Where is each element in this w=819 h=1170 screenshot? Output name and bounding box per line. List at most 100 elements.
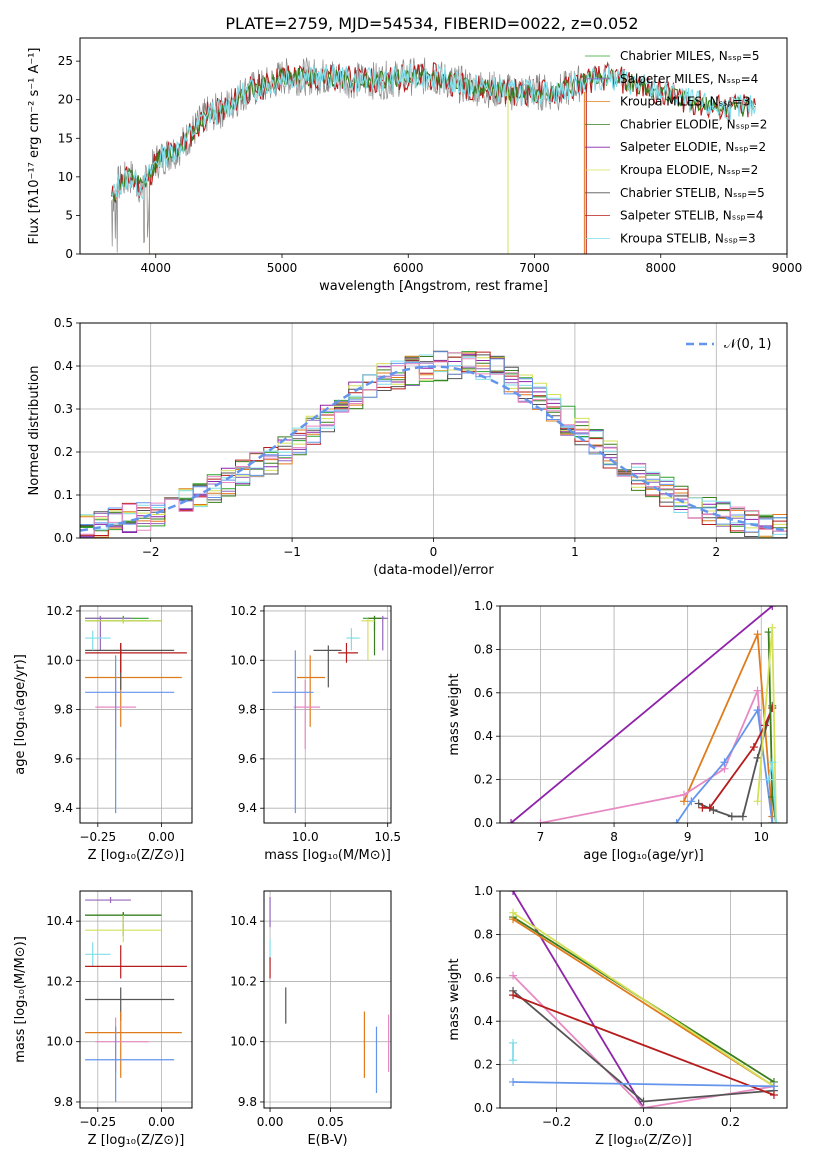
- x-tick-label: 7: [537, 830, 545, 844]
- y-tick-label: 0.2: [474, 773, 493, 787]
- plot-area: [269, 897, 390, 1093]
- panel-age_vs_Z: −0.25 0.00 9.4 9.6 9.8 10.0 10.2 Z [log₁₀(Z/Z⊙)…: [13, 604, 193, 863]
- y-tick-label: 20: [58, 93, 73, 107]
- weight-line: [512, 911, 775, 1088]
- y-tick-label: 9.6: [238, 752, 257, 766]
- weight-marker: [753, 753, 762, 762]
- normal-curve: [80, 365, 787, 532]
- axes-frame: [79, 890, 193, 1109]
- x-tick-label: 10.0: [292, 830, 319, 844]
- legend-label: Salpeter MILES, Nₛₛₚ=4: [620, 72, 758, 86]
- axes-frame: [499, 605, 788, 824]
- plot-area: [507, 606, 780, 823]
- weight-marker: [698, 803, 707, 812]
- weight-marker: [536, 819, 545, 823]
- y-tick-label: 25: [58, 54, 73, 68]
- y-tick-label: 10.2: [46, 604, 73, 618]
- y-tick-label: 0.0: [54, 531, 73, 545]
- y-tick-label: 0.2: [474, 1058, 493, 1072]
- y-tick-label: 10.0: [46, 653, 73, 667]
- weight-marker: [509, 891, 518, 895]
- plot-area: [272, 615, 388, 814]
- error-bar-point: [85, 630, 111, 651]
- weight-marker: [509, 1077, 518, 1086]
- y-tick-label: 9.8: [54, 1095, 73, 1109]
- weight-line: [510, 606, 773, 823]
- y-axis-label: mass [log₁₀(M/M⊙)]: [13, 936, 28, 1063]
- error-bar-point: [85, 945, 187, 979]
- y-tick-label: 9.4: [54, 801, 73, 815]
- y-tick-label: 0.4: [54, 359, 73, 373]
- weight-line: [512, 994, 775, 1096]
- legend-label: 𝒩(0, 1): [724, 337, 771, 352]
- y-tick-label: 0.2: [54, 445, 73, 459]
- y-tick-label: 0.8: [474, 927, 493, 941]
- y-axis-label: Normed distribution: [27, 366, 42, 496]
- y-tick-label: 0: [65, 247, 73, 261]
- x-tick-label: −0.2: [542, 1115, 571, 1129]
- error-bar-point: [85, 655, 175, 814]
- y-tick-label: 0.4: [474, 1014, 493, 1028]
- plot-area: [85, 615, 187, 814]
- weight-marker: [679, 790, 688, 799]
- panel-age_vs_mass: 10.0 10.5 9.4 9.6 9.8 10.0 10.2 mass [log₁₀(M/M…: [230, 604, 401, 863]
- residual-histogram: [80, 351, 787, 533]
- panel-mass_vs_Z: −0.25 0.00 9.8 10.0 10.2 10.4 Z [log₁₀(Z/Z⊙)] m…: [13, 890, 193, 1148]
- legend-label: Salpeter STELIB, Nₛₛₚ=4: [620, 209, 764, 223]
- weight-marker: [753, 630, 762, 639]
- weight-marker: [769, 1082, 778, 1091]
- weight-marker: [705, 803, 714, 812]
- panel-spectrum: 4000 5000 6000 7000 8000 9000 0 5 10 15 20 25 wavele…: [27, 37, 802, 294]
- y-tick-label: 10.2: [46, 974, 73, 988]
- axes-frame: [79, 37, 788, 255]
- y-tick-label: 10.2: [230, 604, 257, 618]
- residuals-legend: 𝒩(0, 1): [686, 337, 771, 352]
- x-axis-label: wavelength [Angstrom, rest frame]: [319, 279, 548, 294]
- weight-marker: [509, 908, 518, 917]
- error-bar-point: [272, 650, 314, 814]
- x-tick-label: 8: [610, 830, 618, 844]
- weight-marker: [694, 799, 703, 808]
- panel-mass_vs_EBV: 0.00 0.05 9.8 10.0 10.2 10.4 E(B-V): [230, 890, 392, 1148]
- observed-spectrum: [111, 57, 583, 253]
- error-bar-point: [95, 1017, 149, 1072]
- x-tick-label: 0.00: [148, 830, 175, 844]
- error-bar-point: [85, 1011, 182, 1078]
- error-bar-point: [85, 987, 175, 1021]
- legend-label: Chabrier MILES, Nₛₛₚ=5: [620, 49, 760, 63]
- y-tick-label: 0.1: [54, 488, 73, 502]
- plot-area: [80, 350, 787, 538]
- weight-marker: [509, 1038, 518, 1047]
- error-bar-point: [313, 645, 342, 688]
- x-axis-label: Z [log₁₀(Z/Z⊙)]: [88, 1133, 185, 1148]
- weight-marker: [639, 1097, 648, 1106]
- x-tick-label: 5000: [267, 261, 298, 275]
- plot-area: [85, 897, 187, 1102]
- y-axis-label: mass weight: [447, 958, 462, 1040]
- weight-marker: [738, 812, 747, 821]
- weight-marker: [753, 797, 762, 806]
- x-tick-label: 1: [571, 545, 579, 559]
- weight-line: [512, 1081, 775, 1088]
- x-tick-label: 9: [684, 830, 692, 844]
- y-tick-label: 0.0: [474, 1101, 493, 1115]
- y-tick-label: 1.0: [474, 599, 493, 613]
- weight-marker: [720, 758, 729, 767]
- error-bar-point: [367, 615, 382, 656]
- spectrum-legend: Chabrier MILES, Nₛₛₚ=5 Salpeter MILES, Nₛ…: [585, 49, 767, 245]
- axes-frame: [499, 890, 788, 1109]
- x-tick-label: 6000: [393, 261, 424, 275]
- x-tick-label: 2: [712, 545, 720, 559]
- axes-frame: [263, 605, 392, 824]
- x-axis-label: mass [log₁₀(M/M⊙)]: [264, 848, 391, 863]
- y-tick-label: 0.3: [54, 402, 73, 416]
- y-tick-label: 9.8: [238, 703, 257, 717]
- y-tick-label: 0.6: [474, 686, 493, 700]
- weight-line: [512, 918, 775, 1088]
- y-tick-label: 0.4: [474, 729, 493, 743]
- x-axis-label: Z [log₁₀(Z/Z⊙)]: [88, 848, 185, 863]
- error-bar-point: [85, 1026, 175, 1102]
- y-axis-label: mass weight: [447, 673, 462, 755]
- x-tick-label: −0.25: [79, 1115, 116, 1129]
- x-tick-label: 7000: [519, 261, 550, 275]
